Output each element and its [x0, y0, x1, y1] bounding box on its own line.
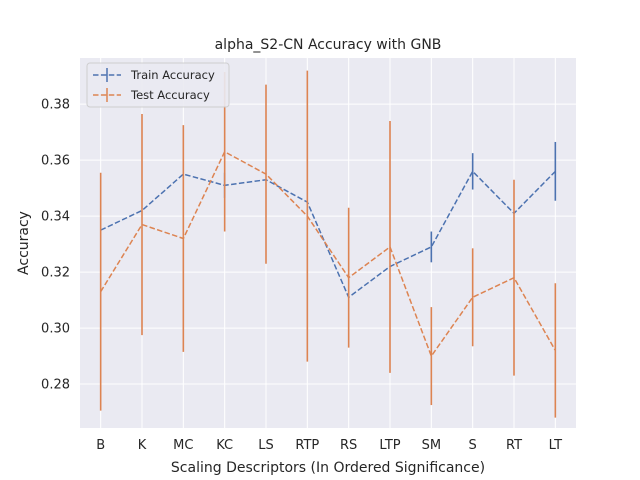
y-tick-labels: 0.28 0.30 0.32 0.34 0.36 0.38: [41, 98, 70, 393]
x-tick-label: K: [138, 438, 147, 453]
x-axis-label: Scaling Descriptors (In Ordered Signific…: [171, 460, 485, 476]
x-tick-label: MC: [173, 438, 193, 453]
x-tick-label: B: [96, 438, 105, 453]
x-tick-label: LS: [258, 438, 274, 453]
legend-label-train: Train Accuracy: [130, 68, 215, 82]
legend-entry-test: Test Accuracy: [93, 88, 210, 102]
series-line: [100, 170, 556, 299]
y-axis-label: Accuracy: [16, 211, 32, 275]
y-tick-label: 0.30: [41, 322, 70, 337]
y-tick-label: 0.28: [41, 378, 70, 393]
x-tick-label: SM: [422, 438, 441, 453]
legend-label-test: Test Accuracy: [130, 88, 210, 102]
x-tick-label: LTP: [379, 438, 400, 453]
series-layer: [99, 70, 557, 418]
legend-box: [86, 62, 230, 108]
x-tick-labels: B K MC KC LS RTP RS LTP SM S RT LT: [96, 438, 562, 453]
y-tick-label: 0.36: [41, 154, 70, 169]
y-tick-label: 0.34: [41, 210, 70, 225]
series-1: [99, 70, 557, 418]
y-tick-label: 0.38: [41, 98, 70, 113]
x-tick-label: RS: [340, 438, 357, 453]
chart-title: alpha_S2-CN Accuracy with GNB: [215, 37, 442, 53]
y-tick-label: 0.32: [41, 266, 70, 281]
series-line: [100, 150, 556, 358]
x-tick-label: KC: [216, 438, 233, 453]
x-tick-label: S: [469, 438, 477, 453]
legend-entry-train: Train Accuracy: [93, 68, 215, 82]
x-tick-label: RTP: [295, 438, 319, 453]
x-tick-label: LT: [549, 438, 562, 453]
legend: Train Accuracy Test Accuracy: [86, 62, 230, 108]
plot-background: [80, 58, 576, 428]
x-tick-label: RT: [506, 438, 522, 453]
